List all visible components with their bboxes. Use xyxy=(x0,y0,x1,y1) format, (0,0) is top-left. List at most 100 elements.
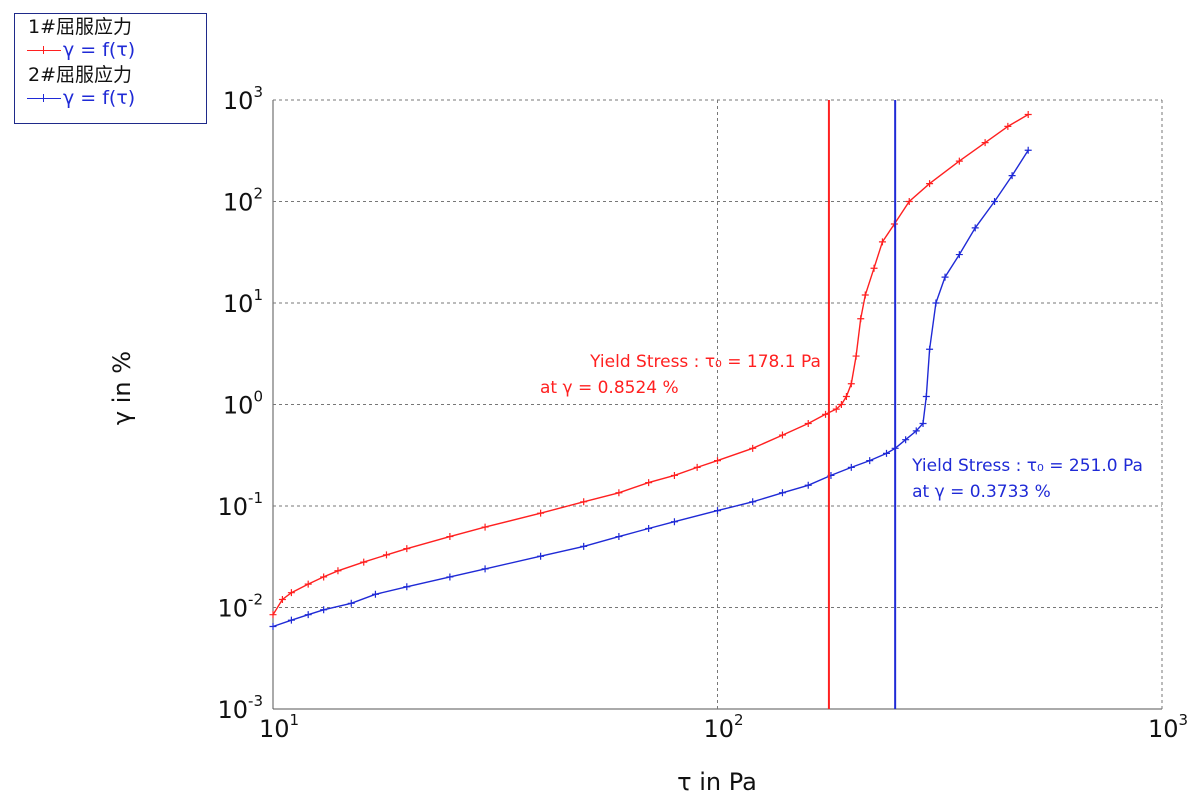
series-1-point xyxy=(693,463,701,471)
series-1-point xyxy=(670,471,678,479)
series-2-point xyxy=(847,463,855,471)
series-2-point xyxy=(670,518,678,526)
series-2-point xyxy=(922,392,930,400)
series-1-point xyxy=(320,573,328,581)
x-tick-label: 103 xyxy=(1148,711,1188,743)
legend-series-1-name: 1#屈服应力 xyxy=(28,16,133,38)
series-1-point xyxy=(615,489,623,497)
series-2-point xyxy=(403,583,411,591)
series-2-point xyxy=(580,542,588,550)
y-tick-label: 102 xyxy=(223,185,263,217)
grid xyxy=(272,99,1163,710)
x-tick-label: 102 xyxy=(703,711,743,743)
yield-stress-annotation-2-line1: Yield Stress : τ₀ = 251.0 Pa xyxy=(911,456,1143,476)
series-2-point xyxy=(645,525,653,533)
series-1-point xyxy=(360,558,368,566)
series-1-point xyxy=(847,380,855,388)
series-2-point xyxy=(481,565,489,573)
series-1-point xyxy=(287,589,295,597)
series-2-point xyxy=(778,489,786,497)
series-1-point xyxy=(804,419,812,427)
series-1-point xyxy=(714,457,721,465)
y-tick-label: 100 xyxy=(223,388,263,420)
series-1-point xyxy=(857,315,865,323)
y-tick-label: 101 xyxy=(223,286,263,318)
series-2-point xyxy=(287,616,295,624)
series-1-point xyxy=(334,567,342,575)
series-2-point xyxy=(1024,146,1032,154)
yield-stress-annotation-2-line2: at γ = 0.3733 % xyxy=(912,482,1051,502)
y-tick-label: 103 xyxy=(223,83,263,115)
series-1-point xyxy=(382,551,390,559)
series-2-point xyxy=(1008,172,1016,180)
series-1-point xyxy=(446,533,454,541)
series-2-point xyxy=(902,436,910,444)
series-1-point xyxy=(749,444,757,452)
series-2-point xyxy=(371,590,379,598)
series-2-point xyxy=(955,251,963,259)
series-1-point xyxy=(837,401,845,408)
yield-stress-annotation-1-line1: Yield Stress : τ₀ = 178.1 Pa xyxy=(589,352,821,372)
legend-series-1-swatch xyxy=(27,50,61,51)
series-2-point xyxy=(971,224,979,232)
series-layer xyxy=(269,110,1032,630)
y-axis-title: γ in % xyxy=(108,351,136,425)
series-2-point xyxy=(714,507,721,515)
series-2-point xyxy=(320,606,328,614)
series-1-point xyxy=(269,611,277,619)
series-2-point xyxy=(304,611,312,619)
series-2-point xyxy=(615,533,623,541)
series-2-point xyxy=(932,299,940,307)
series-2-point xyxy=(347,599,355,607)
series-2-point xyxy=(537,552,545,560)
legend-series-2-label: γ = f(τ) xyxy=(63,87,136,109)
x-axis-title: τ in Pa xyxy=(677,768,757,796)
series-2-point xyxy=(866,457,874,465)
series-1-point xyxy=(537,509,545,517)
series-1-point xyxy=(861,291,869,299)
series-1-line xyxy=(272,113,1029,616)
series-1-point xyxy=(580,498,588,506)
series-2-point xyxy=(269,622,277,630)
legend-series-1-swatch-tick xyxy=(43,46,44,54)
series-1 xyxy=(269,110,1032,619)
legend-series-2-name: 2#屈服应力 xyxy=(28,64,133,86)
x-tick-label: 101 xyxy=(259,711,299,743)
yield-stress-annotation-1-line2: at γ = 0.8524 % xyxy=(540,378,679,398)
series-1-point xyxy=(304,580,312,588)
series-1-point xyxy=(842,392,850,400)
series-1-point xyxy=(832,405,840,413)
series-1-point xyxy=(1024,110,1032,118)
series-2-point xyxy=(941,273,949,281)
series-2-point xyxy=(446,573,454,581)
legend-series-2-swatch-tick xyxy=(43,94,44,102)
series-1-point xyxy=(822,410,830,418)
series-1-point xyxy=(481,523,489,531)
y-tick-label: 10-1 xyxy=(217,489,263,521)
series-1-point xyxy=(878,238,886,246)
series-1-point xyxy=(278,595,286,603)
series-1-point xyxy=(1004,122,1012,130)
series-2-point xyxy=(749,498,757,506)
series-2-point xyxy=(991,198,999,205)
series-2-point xyxy=(804,481,812,489)
series-1-point xyxy=(981,139,989,147)
legend: 1#屈服应力 γ = f(τ) 2#屈服应力 γ = f(τ) xyxy=(14,13,207,124)
y-tick-label: 10-3 xyxy=(217,692,263,724)
series-1-point xyxy=(905,198,913,205)
yield-layer: Yield Stress : τ₀ = 178.1 Pa at γ = 0.852… xyxy=(540,100,1143,709)
series-1-point xyxy=(852,352,860,360)
series-2-point xyxy=(912,427,920,435)
legend-series-2-swatch xyxy=(27,98,61,99)
series-1-point xyxy=(870,264,878,272)
legend-series-1-label: γ = f(τ) xyxy=(63,39,136,61)
series-1-point xyxy=(778,431,786,439)
series-2-point xyxy=(883,449,891,457)
series-1-point xyxy=(403,545,411,553)
series-2-point xyxy=(926,345,934,353)
series-2-point xyxy=(919,419,927,427)
series-1-point xyxy=(645,479,653,487)
y-tick-label: 10-2 xyxy=(217,591,263,623)
